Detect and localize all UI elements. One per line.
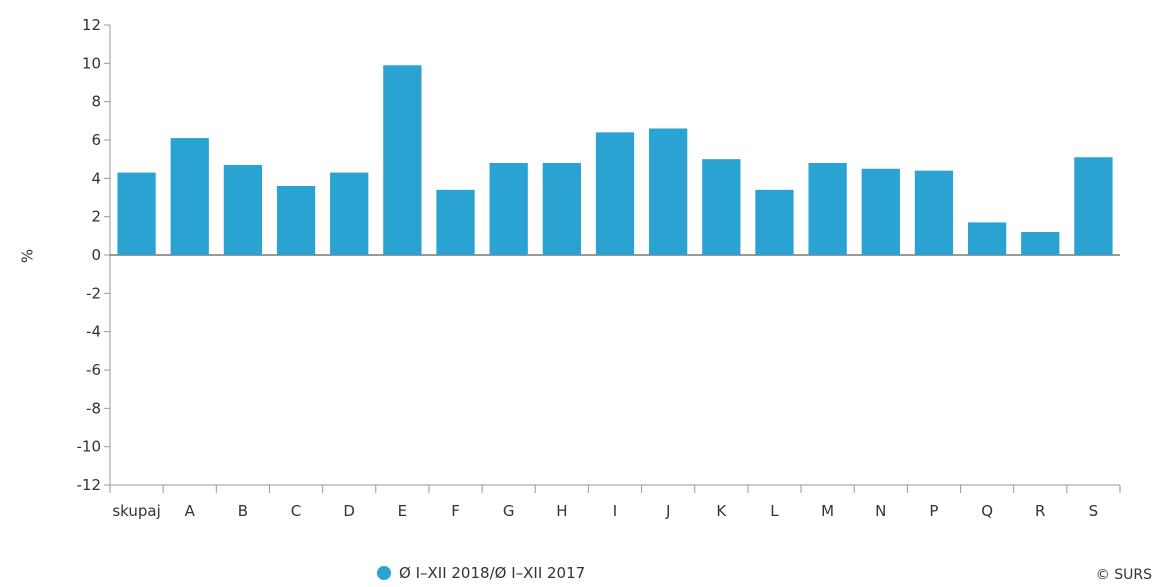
bar (170, 138, 209, 255)
y-tick-label: 4 (91, 169, 101, 187)
x-axis: skupaj A B C D E F G H I J K L M N P Q R S (109, 484, 1121, 520)
bars (117, 65, 1113, 255)
bar (542, 163, 581, 255)
y-tick-label: 6 (91, 131, 101, 149)
x-tick-label: S (1089, 502, 1099, 520)
y-tick-label: 2 (91, 208, 101, 226)
y-tick-label: -10 (77, 438, 102, 456)
bar (436, 189, 475, 255)
bar (1021, 232, 1060, 255)
bar (808, 163, 847, 255)
x-tick-label: skupaj (112, 502, 160, 520)
x-tick-label: P (929, 502, 938, 520)
x-tick-label: D (343, 502, 355, 520)
bar (489, 163, 528, 255)
bar (755, 189, 794, 255)
legend-label: Ø I–XII 2018/Ø I–XII 2017 (399, 564, 585, 582)
x-tick-label: L (770, 502, 779, 520)
bar (914, 170, 954, 255)
y-tick-label: -6 (86, 361, 101, 379)
y-tick-label: 0 (91, 246, 101, 264)
x-tick-label: G (503, 502, 515, 520)
x-tick-label: J (665, 502, 670, 520)
legend-marker (377, 566, 391, 580)
bar (276, 186, 316, 255)
bar (330, 172, 369, 255)
bar (117, 172, 156, 255)
x-tick-label: F (451, 502, 460, 520)
bar (223, 164, 263, 255)
y-tick-label: -2 (86, 284, 101, 302)
x-tick-label: K (716, 502, 727, 520)
x-tick-label: B (238, 502, 248, 520)
x-tick-label: Q (981, 502, 993, 520)
x-tick-label: M (821, 502, 834, 520)
bar (383, 65, 422, 255)
y-tick-label: 10 (82, 54, 101, 72)
x-tick-label: N (875, 502, 886, 520)
x-tick-label: E (398, 502, 407, 520)
y-tick-label: 8 (91, 93, 101, 111)
x-tick-label: C (291, 502, 301, 520)
y-axis-label: % (19, 249, 37, 263)
legend: Ø I–XII 2018/Ø I–XII 2017 (377, 564, 585, 582)
credit-label: © SURS (1096, 567, 1152, 583)
x-tick-label: I (613, 502, 617, 520)
y-tick-label: -4 (86, 323, 101, 341)
bar (649, 128, 688, 255)
x-tick-label: H (556, 502, 567, 520)
bar (1074, 157, 1113, 255)
x-tick-label: A (185, 502, 196, 520)
y-tick-label: -8 (86, 399, 101, 417)
bar (702, 159, 741, 255)
y-tick-label: 12 (82, 16, 101, 34)
y-tick-label: -12 (77, 476, 102, 494)
x-tick-label: R (1035, 502, 1045, 520)
bar (861, 168, 900, 255)
bar (967, 222, 1007, 255)
bar (595, 132, 635, 255)
